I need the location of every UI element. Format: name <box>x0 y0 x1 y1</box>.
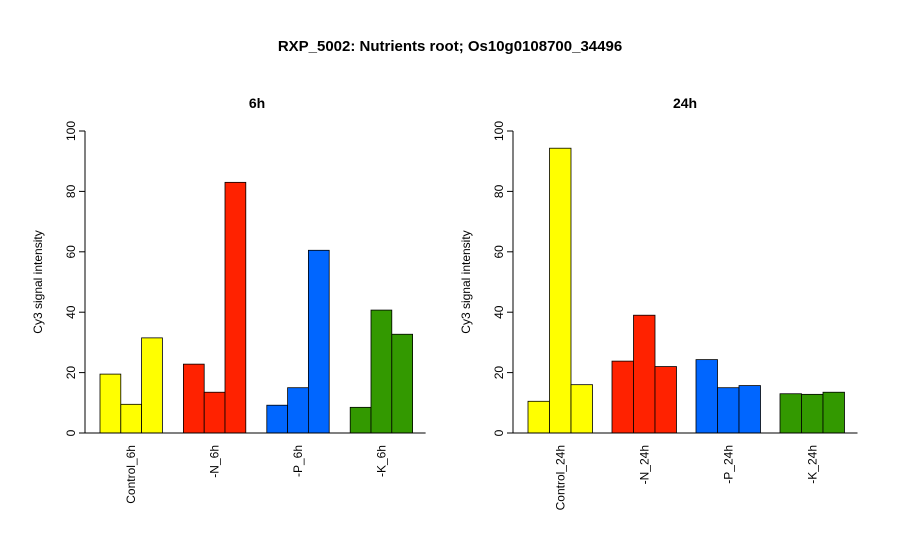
y-tick-label: 20 <box>492 366 506 380</box>
bar <box>779 393 802 434</box>
bar <box>717 387 740 434</box>
bar <box>801 393 824 434</box>
bar <box>307 249 330 434</box>
bar <box>391 333 413 434</box>
y-tick-label: 80 <box>492 184 506 198</box>
bar <box>287 387 309 434</box>
panel-title: 24h <box>673 95 697 111</box>
bar <box>822 391 845 434</box>
bar <box>182 363 205 434</box>
category-label: -P_24h <box>721 445 735 484</box>
y-tick-label: 100 <box>492 121 506 141</box>
y-tick-label: 40 <box>492 305 506 319</box>
category-label: Control_6h <box>124 445 138 504</box>
panel-title: 6h <box>249 95 265 111</box>
category-label: -P_6h <box>291 445 305 477</box>
category-label: -K_6h <box>374 445 388 477</box>
y-tick-label: 0 <box>492 429 506 436</box>
y-tick-label: 20 <box>64 366 78 380</box>
y-tick-label: 80 <box>64 184 78 198</box>
y-axis-label: Cy3 signal intensity <box>459 230 473 333</box>
bar <box>224 181 247 434</box>
bar <box>611 360 634 434</box>
category-label: -N_6h <box>208 445 222 478</box>
y-tick-label: 60 <box>492 245 506 259</box>
bar <box>99 373 122 434</box>
category-label: -N_24h <box>637 445 651 484</box>
bar <box>203 391 226 434</box>
bar <box>349 406 372 434</box>
bar <box>633 314 656 434</box>
chart-title: RXP_5002: Nutrients root; Os10g0108700_3… <box>277 38 623 55</box>
bar <box>738 385 761 434</box>
bar <box>654 366 677 434</box>
bar <box>527 400 550 434</box>
category-label: Control_24h <box>553 445 567 510</box>
bar <box>695 359 718 434</box>
bar <box>120 403 143 434</box>
bar <box>370 309 393 434</box>
y-tick-label: 40 <box>64 305 78 319</box>
bar <box>266 404 288 434</box>
y-tick-label: 0 <box>64 429 78 436</box>
y-tick-label: 60 <box>64 245 78 259</box>
bar <box>570 384 593 434</box>
category-label: -K_24h <box>805 445 819 484</box>
y-axis-label: Cy3 signal intensity <box>31 230 45 333</box>
bar <box>549 147 572 434</box>
y-tick-label: 100 <box>64 121 78 141</box>
bar <box>141 337 163 434</box>
